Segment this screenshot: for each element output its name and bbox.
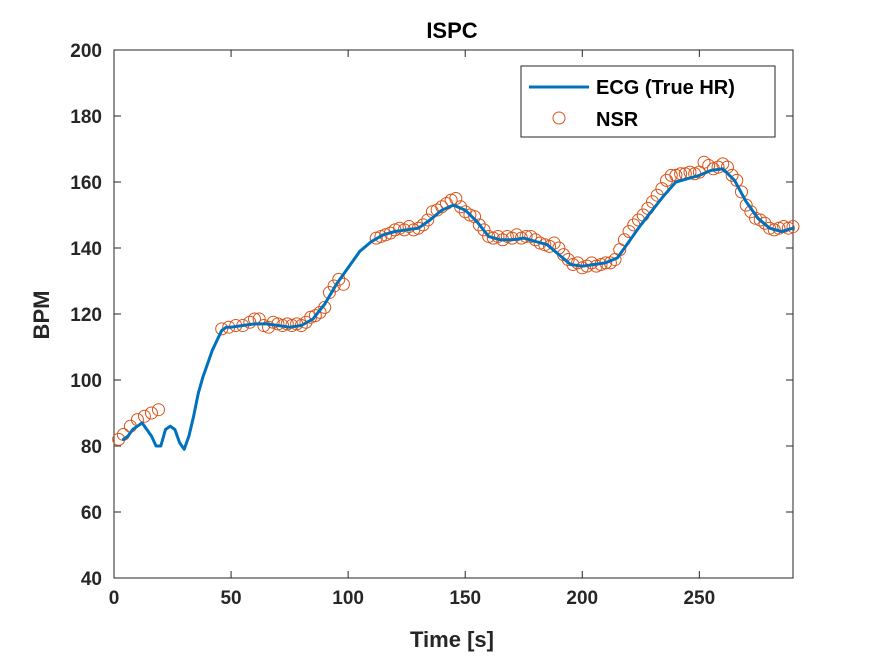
nsr-point [243,315,257,329]
nsr-point [744,205,758,219]
y-tick-label: 200 [70,41,102,62]
nsr-point [327,279,341,293]
x-tick-label: 50 [220,588,241,609]
nsr-point [510,228,524,242]
x-tick-label: 0 [109,588,120,609]
x-tick-labels: 0 50 100 150 200 250 [109,588,715,609]
y-tick-label: 140 [70,239,102,260]
nsr-point [753,213,767,227]
legend-ecg-label: ECG (True HR) [596,77,735,99]
nsr-point [725,168,739,182]
y-axis-title: BPM [29,291,54,340]
nsr-point [786,220,800,234]
nsr-point [472,218,486,232]
nsr-point [758,216,772,230]
nsr-point [524,229,538,243]
y-tick-label: 160 [70,173,102,194]
nsr-point [711,160,725,174]
y-tick-label: 120 [70,305,102,326]
nsr-point [416,218,430,232]
x-tick-label: 100 [332,588,364,609]
nsr-point [734,185,748,199]
nsr-point [262,320,276,334]
nsr-point [299,315,313,329]
nsr-point [655,182,669,196]
x-tick-label: 250 [683,588,715,609]
axis-ticks [113,49,793,579]
nsr-point [519,229,533,243]
nsr-point [468,210,482,224]
y-tick-label: 180 [70,107,102,128]
x-tick-label: 200 [566,588,598,609]
nsr-point [308,309,322,323]
y-tick-label: 80 [81,437,102,458]
x-axis-title: Time [s] [410,627,494,652]
legend-nsr-label: NSR [596,109,639,131]
nsr-point [542,239,556,253]
legend-box [520,65,776,138]
axes-box [113,49,794,579]
nsr-point [697,155,711,169]
nsr-point [561,253,575,267]
x-tick-label: 150 [449,588,481,609]
nsr-point [402,220,416,234]
legend-nsr-swatch [552,111,566,125]
nsr-point [215,322,229,336]
y-tick-label: 40 [81,569,102,590]
ecg-series-line [121,167,795,451]
nsr-point [313,305,327,319]
nsr-point [421,213,435,227]
nsr-point [151,403,165,417]
nsr-point [144,406,158,420]
y-tick-label: 60 [81,503,102,524]
nsr-point [664,168,678,182]
nsr-point [571,256,585,270]
chart-title: ISPC [426,18,477,43]
y-tick-labels: 40 60 80 100 120 140 160 180 200 [70,41,102,590]
nsr-point [477,223,491,237]
plot-area [112,49,800,579]
nsr-point [137,409,151,423]
nsr-point [332,272,346,286]
y-tick-label: 100 [70,371,102,392]
legend: ECG (True HR) NSR [520,65,776,138]
